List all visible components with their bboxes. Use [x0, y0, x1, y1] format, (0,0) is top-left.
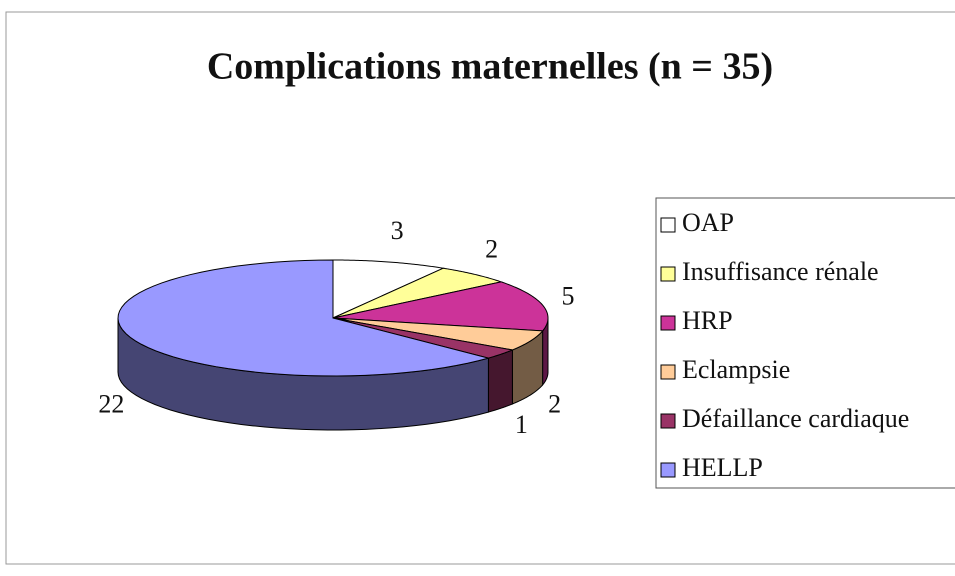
data-label: 2: [548, 390, 561, 419]
slice: [332, 267, 503, 319]
legend-label: Eclampsie: [682, 355, 790, 384]
legend-swatch: [660, 462, 676, 478]
legend-label: Insuffisance rénale: [682, 257, 879, 286]
legend-label: Défaillance cardiaque: [682, 404, 909, 433]
legend-swatch: [660, 266, 676, 282]
slice: [332, 281, 549, 332]
chart-title: Complications maternelles (n = 35): [207, 46, 773, 88]
legend-swatch: [660, 217, 676, 233]
data-label: 2: [485, 235, 498, 264]
legend-swatch: [660, 413, 676, 429]
data-label: 3: [391, 216, 404, 245]
data-label: 1: [515, 410, 528, 439]
legend-swatch: [660, 364, 676, 380]
slice-side: [487, 349, 513, 413]
legend-label: OAP: [682, 208, 734, 237]
data-label: 5: [561, 281, 574, 310]
legend-label: HRP: [682, 306, 733, 335]
legend-swatch: [660, 315, 676, 331]
legend-box: [655, 197, 955, 489]
slice: [332, 259, 445, 319]
slice: [117, 259, 491, 377]
slice: [332, 317, 544, 351]
legend-label: HELLP: [682, 453, 763, 482]
data-label: 22: [98, 390, 124, 419]
slice: [332, 317, 515, 359]
